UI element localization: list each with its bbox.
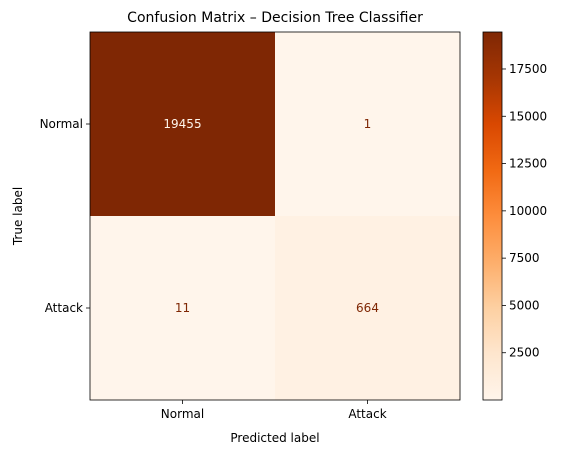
colorbar-ticks: 2500 5000 7500 10000 12500 15000 17500: [502, 62, 547, 360]
plot-frame: [89, 31, 461, 401]
colorbar-tick-label: 17500: [509, 62, 547, 76]
x-axis-ticks: Normal Attack: [161, 400, 387, 421]
chart-title: Confusion Matrix – Decision Tree Classif…: [127, 10, 423, 26]
x-tick-label: Attack: [348, 407, 386, 421]
y-axis-ticks: Normal Attack: [40, 117, 90, 315]
x-tick-label: Normal: [161, 407, 204, 421]
cell-value-label: 11: [175, 301, 190, 315]
colorbar-tick-label: 10000: [509, 204, 547, 218]
y-axis-label: True label: [11, 187, 25, 246]
colorbar-tick-label: 7500: [509, 251, 540, 265]
heatmap-value-labels: 19455 111 664: [163, 117, 379, 315]
heatmap-cell: [275, 32, 461, 217]
colorbar-tick-label: 12500: [509, 157, 547, 171]
colorbar: [482, 31, 503, 401]
heatmap-cell: [90, 216, 276, 401]
cell-value-label: 1: [364, 117, 372, 131]
y-tick-label: Attack: [45, 301, 83, 315]
colorbar-tick-label: 15000: [509, 109, 547, 123]
x-axis-label: Predicted label: [230, 431, 319, 445]
heatmap-cell: [275, 216, 461, 401]
heatmap-cell: [90, 32, 276, 217]
heatmap-cells: [90, 32, 461, 401]
y-tick-label: Normal: [40, 117, 83, 131]
colorbar-tick-label: 5000: [509, 298, 540, 312]
cell-value-label: 19455: [163, 117, 201, 131]
cell-value-label: 664: [356, 301, 379, 315]
colorbar-tick-label: 2500: [509, 346, 540, 360]
